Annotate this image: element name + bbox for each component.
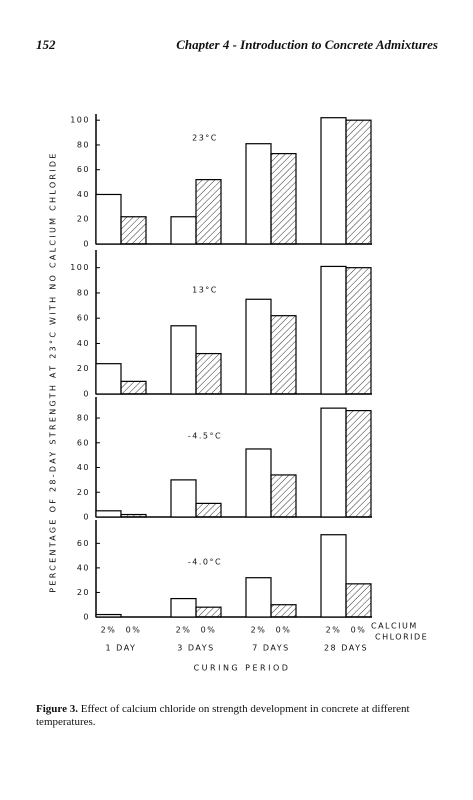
x-tick-label: 7 DAYS [252, 644, 289, 653]
bar [195, 352, 222, 395]
series-label: CALCIUM [371, 622, 418, 631]
bar [345, 267, 372, 395]
y-tick-label: 0 [83, 240, 90, 249]
series-name: 2% [251, 626, 267, 635]
series-name: 2% [101, 626, 117, 635]
bar [170, 325, 197, 395]
caption-label: Figure 3. [36, 703, 78, 715]
series-name: 0% [351, 626, 367, 635]
y-tick-label: 60 [77, 314, 90, 323]
x-tick-label: 3 DAYS [177, 644, 214, 653]
bar [270, 315, 297, 395]
y-axis-label: PERCENTAGE OF 28-DAY STRENGTH AT 23°C WI… [49, 151, 58, 592]
bar [120, 380, 147, 395]
y-tick-label: 20 [77, 364, 90, 373]
bar [95, 510, 122, 518]
y-tick-label: 60 [77, 438, 90, 447]
y-tick-label: 60 [77, 165, 90, 174]
panel-title: -4.5°C [188, 432, 222, 441]
series-label: CHLORIDE [375, 633, 428, 642]
bar [345, 583, 372, 618]
y-tick-label: 40 [77, 339, 90, 348]
y-tick-label: 0 [83, 613, 90, 622]
y-tick-label: 20 [77, 215, 90, 224]
x-tick-label: 1 DAY [106, 644, 137, 653]
bar [320, 117, 347, 245]
y-tick-label: 80 [77, 288, 90, 297]
panel-title: 13°C [192, 286, 218, 295]
bar [245, 143, 272, 245]
bar [120, 216, 147, 245]
bar [95, 193, 122, 245]
y-tick-label: 80 [77, 140, 90, 149]
caption: Figure 3. Effect of calcium chloride on … [36, 703, 441, 729]
x-tick-label: 28 DAYS [324, 644, 368, 653]
bar [320, 265, 347, 395]
bar [195, 502, 222, 518]
y-tick-label: 100 [70, 116, 90, 125]
bar [245, 298, 272, 395]
series-name: 0% [276, 626, 292, 635]
series-name: 0% [126, 626, 142, 635]
x-axis-label: CURING PERIOD [194, 664, 291, 673]
y-tick-label: 100 [70, 263, 90, 272]
bar [120, 513, 147, 518]
bar [320, 407, 347, 518]
bar [195, 179, 222, 245]
bar [170, 597, 197, 618]
bar [170, 479, 197, 518]
bar [95, 363, 122, 395]
series-name: 0% [201, 626, 217, 635]
y-tick-label: 0 [83, 513, 90, 522]
y-tick-label: 40 [77, 190, 90, 199]
panel-title: -4.0°C [188, 558, 222, 567]
y-tick-label: 20 [77, 588, 90, 597]
bar [195, 606, 222, 618]
bar [95, 613, 122, 618]
bar [245, 577, 272, 618]
panel-title: 23°C [192, 134, 218, 143]
y-tick-label: 40 [77, 563, 90, 572]
chapter-title: Chapter 4 - Introduction to Concrete Adm… [176, 37, 438, 52]
bar [270, 153, 297, 245]
bar [320, 534, 347, 618]
bar [345, 119, 372, 245]
series-name: 2% [326, 626, 342, 635]
y-tick-label: 0 [83, 390, 90, 399]
caption-text: Effect of calcium chloride on strength d… [36, 703, 410, 728]
bar [270, 474, 297, 518]
y-tick-label: 60 [77, 539, 90, 548]
y-tick-label: 20 [77, 488, 90, 497]
y-tick-label: 40 [77, 463, 90, 472]
bar [270, 604, 297, 618]
figure: 152 Chapter 4 - Introduction to Concrete… [36, 37, 438, 673]
series-name: 2% [176, 626, 192, 635]
bar [170, 216, 197, 245]
page-number: 152 [36, 37, 56, 52]
bar [245, 448, 272, 518]
bar [345, 410, 372, 518]
y-tick-label: 80 [77, 414, 90, 423]
